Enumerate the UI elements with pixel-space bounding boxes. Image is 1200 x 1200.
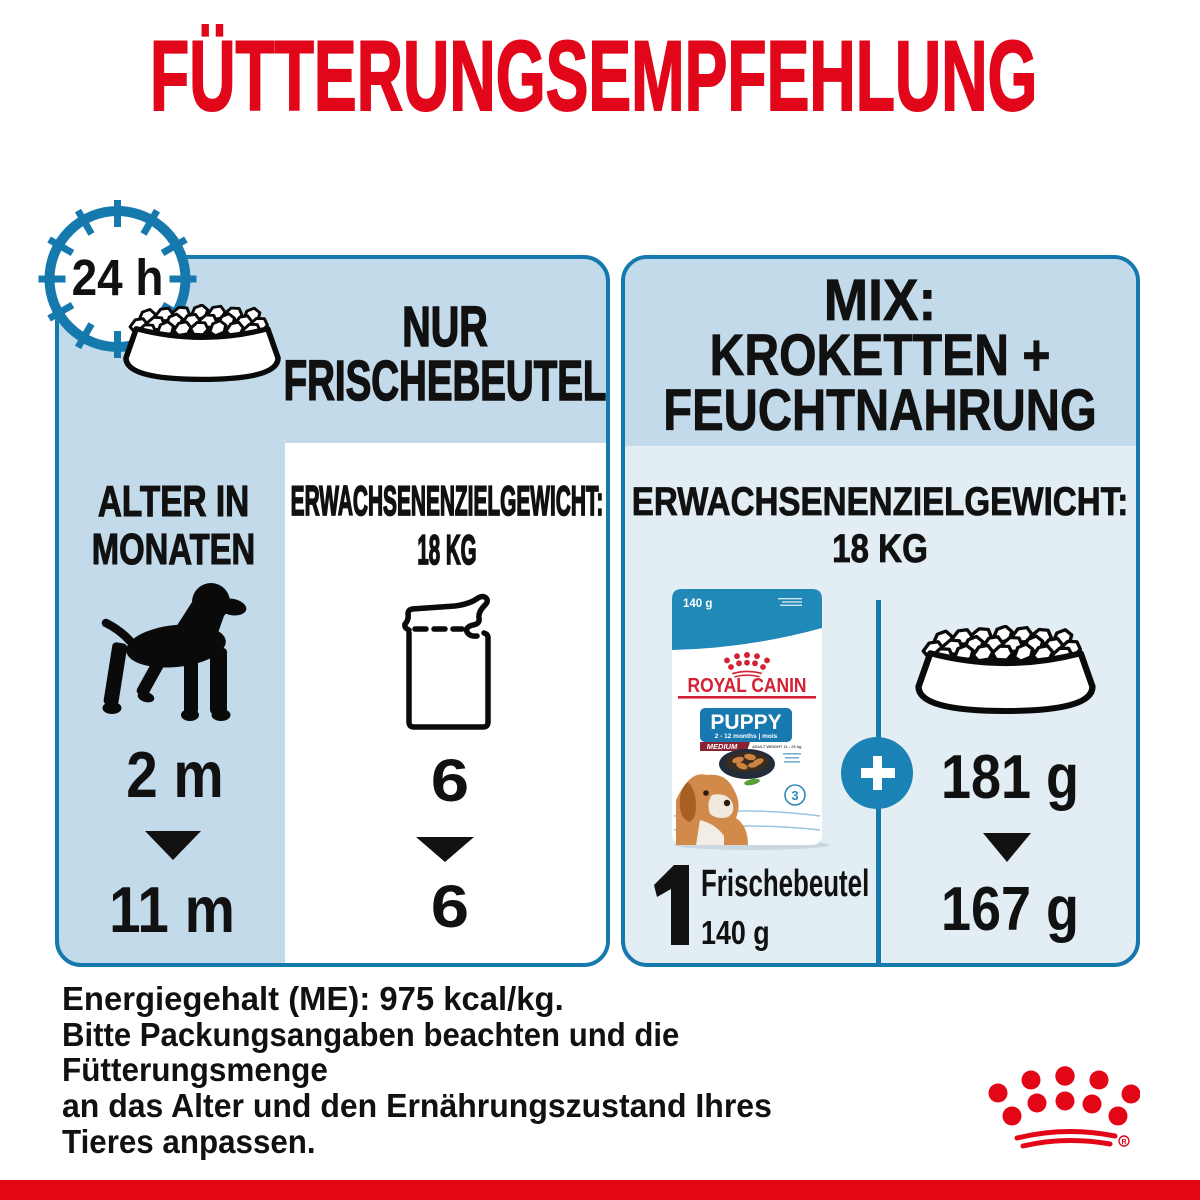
svg-text:3: 3 [791, 788, 798, 803]
svg-text:24 h: 24 h [72, 250, 164, 307]
svg-text:R: R [1121, 1139, 1126, 1146]
svg-text:PUPPY: PUPPY [710, 711, 781, 734]
svg-text:ADULT WEIGHT 11 - 25 kg: ADULT WEIGHT 11 - 25 kg [752, 744, 802, 749]
svg-text:140 g: 140 g [683, 598, 712, 610]
svg-text:MEDIUM: MEDIUM [707, 742, 738, 751]
svg-text:2 - 12 months | mois: 2 - 12 months | mois [715, 733, 778, 740]
svg-text:ROYAL CANIN: ROYAL CANIN [688, 675, 807, 697]
